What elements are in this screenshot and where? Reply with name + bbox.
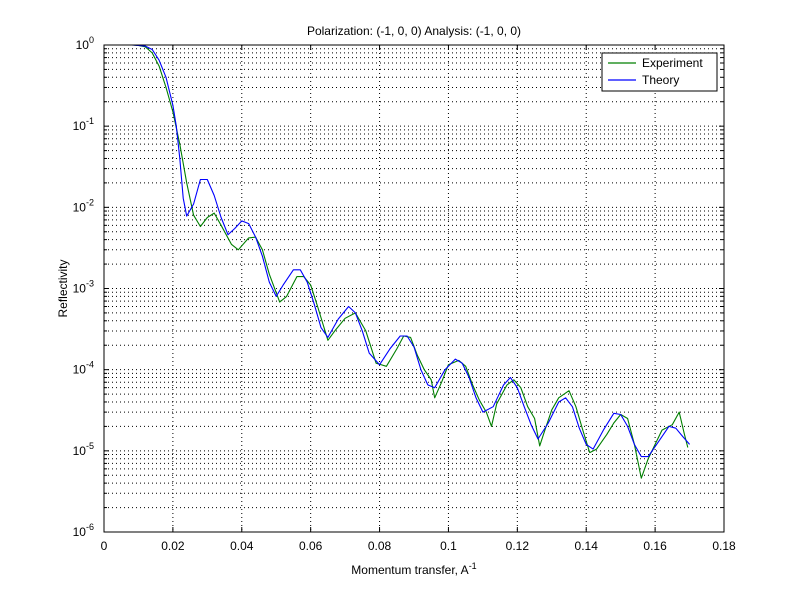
y-tick-label-base: 10 (73, 525, 87, 539)
x-tick-label: 0.14 (575, 539, 599, 553)
y-tick-label-exponent: -1 (86, 116, 94, 126)
x-tick-label: 0.08 (368, 539, 392, 553)
y-tick-label-exponent: -3 (86, 279, 94, 289)
x-tick-label: 0.16 (643, 539, 667, 553)
tick-labels: 0 0.02 0.04 0.06 0.08 0.1 0.12 0.14 0.16 0.181001… (73, 35, 736, 553)
series-line-experiment (133, 44, 689, 479)
x-tick-label: 0.18 (712, 539, 736, 553)
y-tick-label: 10-2 (73, 197, 94, 214)
y-tick-label-exponent: -4 (86, 360, 94, 370)
legend-label-experiment: Experiment (642, 56, 703, 70)
y-tick-label: 10-3 (73, 279, 94, 296)
ticks (103, 44, 725, 533)
legend-box (601, 52, 718, 92)
legend-label-theory: Theory (642, 73, 679, 87)
x-tick-label: 0.04 (230, 539, 254, 553)
chart-title: Polarization: (-1, 0, 0) Analysis: (-1, … (307, 24, 521, 38)
series-line-theory (131, 44, 691, 458)
x-tick-label: 0.12 (506, 539, 530, 553)
y-tick-label-exponent: -2 (86, 197, 94, 207)
x-axis-title-superscript: -1 (469, 561, 477, 571)
x-tick-label: 0 (101, 539, 108, 553)
y-tick-label-base: 10 (76, 38, 90, 52)
y-tick-label: 10-4 (73, 360, 94, 377)
x-tick-label: 0.1 (440, 539, 457, 553)
x-axis-title: Momentum transfer, A-1 (351, 561, 476, 577)
series (131, 44, 691, 479)
y-tick-label-exponent: -5 (86, 441, 94, 451)
y-tick-label-base: 10 (73, 200, 87, 214)
legend: Experiment Theory (601, 52, 718, 92)
y-tick-label-exponent: -6 (86, 522, 94, 532)
x-tick-label: 0.02 (161, 539, 185, 553)
y-tick-label: 100 (76, 35, 94, 52)
y-tick-label: 10-1 (73, 116, 94, 133)
x-tick-label: 0.06 (299, 539, 323, 553)
y-tick-label-base: 10 (73, 282, 87, 296)
y-tick-label-exponent: 0 (89, 35, 94, 45)
y-tick-label-base: 10 (73, 444, 87, 458)
y-tick-label: 10-5 (73, 441, 94, 458)
y-axis-title: Reflectivity (56, 259, 70, 317)
x-axis-title-text: Momentum transfer, A (351, 563, 468, 577)
y-tick-label: 10-6 (73, 522, 94, 539)
y-tick-label-base: 10 (73, 119, 87, 133)
y-tick-label-base: 10 (73, 363, 87, 377)
